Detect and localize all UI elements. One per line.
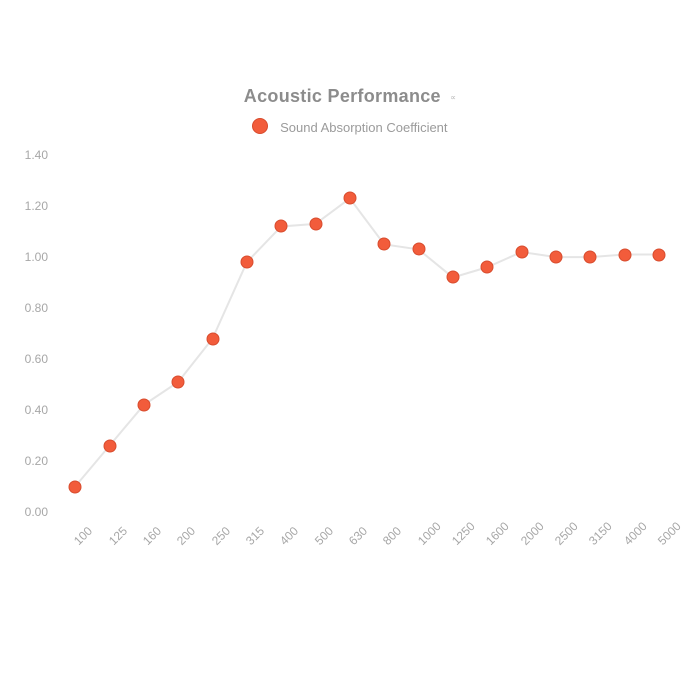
data-point — [618, 248, 631, 261]
chart-title-suffix-icon: ∝ — [446, 93, 456, 102]
y-tick-label: 1.40 — [25, 148, 58, 162]
data-point — [378, 238, 391, 251]
data-point — [481, 261, 494, 274]
y-tick-label: 1.20 — [25, 199, 58, 213]
series-path — [75, 198, 659, 486]
x-tick-label: 1000 — [415, 519, 444, 548]
x-tick-label: 4000 — [621, 519, 650, 548]
y-tick-label: 0.00 — [25, 505, 58, 519]
legend-label: Sound Absorption Coefficient — [280, 120, 447, 135]
y-tick-label: 1.00 — [25, 250, 58, 264]
y-tick-label: 0.60 — [25, 352, 58, 366]
data-point — [584, 251, 597, 264]
x-tick-label: 1600 — [483, 519, 512, 548]
x-tick-label: 250 — [209, 524, 233, 548]
data-point — [446, 271, 459, 284]
x-tick-label: 800 — [380, 524, 404, 548]
plot-area: 0.000.200.400.600.801.001.201.4010012516… — [58, 150, 676, 512]
acoustic-performance-chart: Acoustic Performance ∝ Sound Absorption … — [0, 0, 700, 700]
data-point — [652, 248, 665, 261]
x-tick-label: 3150 — [586, 519, 615, 548]
data-point — [412, 243, 425, 256]
x-tick-label: 5000 — [655, 519, 684, 548]
x-tick-label: 1250 — [449, 519, 478, 548]
x-tick-label: 200 — [174, 524, 198, 548]
data-point — [69, 480, 82, 493]
data-point — [240, 256, 253, 269]
legend-marker-icon — [252, 118, 268, 134]
data-point — [172, 375, 185, 388]
data-point — [275, 220, 288, 233]
y-tick-label: 0.80 — [25, 301, 58, 315]
x-tick-label: 400 — [277, 524, 301, 548]
x-tick-label: 160 — [140, 524, 164, 548]
data-point — [137, 398, 150, 411]
data-point — [206, 332, 219, 345]
x-tick-label: 2000 — [518, 519, 547, 548]
series-line — [58, 150, 676, 512]
y-tick-label: 0.40 — [25, 403, 58, 417]
chart-title-text: Acoustic Performance — [244, 86, 441, 106]
chart-legend: Sound Absorption Coefficient — [0, 118, 700, 135]
x-tick-label: 315 — [243, 524, 267, 548]
x-tick-label: 100 — [71, 524, 95, 548]
data-point — [309, 217, 322, 230]
data-point — [343, 192, 356, 205]
y-tick-label: 0.20 — [25, 454, 58, 468]
chart-title: Acoustic Performance ∝ — [0, 86, 700, 107]
data-point — [103, 439, 116, 452]
x-tick-label: 125 — [106, 524, 130, 548]
x-tick-label: 2500 — [552, 519, 581, 548]
x-tick-label: 630 — [346, 524, 370, 548]
x-tick-label: 500 — [312, 524, 336, 548]
data-point — [515, 245, 528, 258]
data-point — [549, 251, 562, 264]
